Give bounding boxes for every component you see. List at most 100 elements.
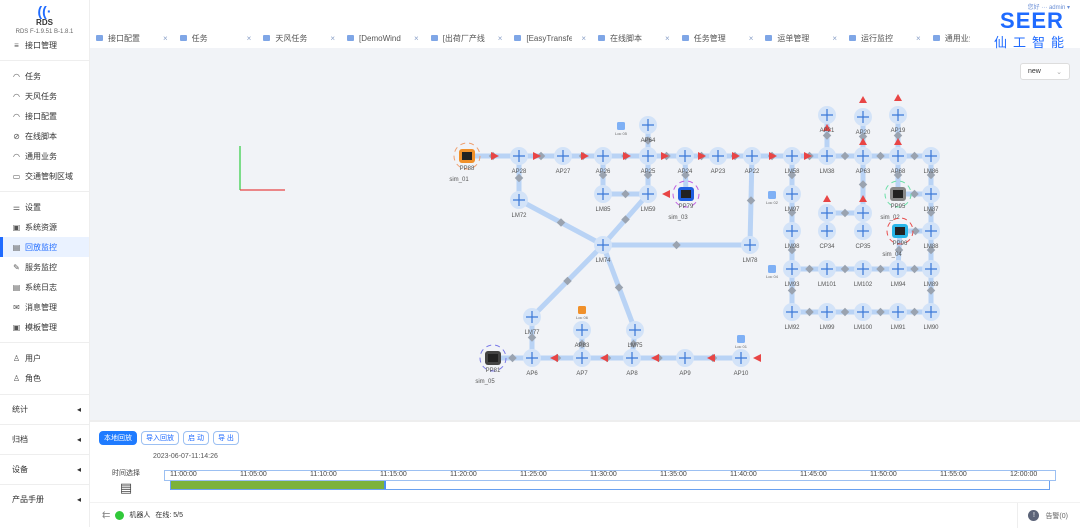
map-point[interactable]: LM93 — [783, 260, 801, 288]
robot[interactable]: PP95 sim_02 — [880, 180, 912, 221]
playback-button[interactable]: 本地回放 — [99, 431, 137, 445]
map-point[interactable]: CP35 — [854, 222, 872, 250]
map-point[interactable]: LM78 — [741, 236, 759, 264]
map-point[interactable]: AP64 — [639, 116, 657, 144]
playback-button[interactable]: 启 动 — [183, 431, 209, 445]
sidebar-item[interactable]: ◠ 通用业务 — [0, 146, 89, 166]
map-point[interactable]: CP34 — [818, 222, 836, 250]
map-point[interactable]: LM98 — [783, 222, 801, 250]
map-point[interactable]: AP83 — [573, 321, 591, 349]
map-point[interactable]: LM74 — [594, 236, 612, 264]
map-point[interactable]: LM94 — [889, 260, 907, 288]
tab[interactable]: 任务管理 × — [676, 28, 760, 48]
map-point[interactable]: LM88 — [922, 222, 940, 250]
location-icon[interactable] — [768, 265, 776, 273]
collapse-icon[interactable]: ⇇ — [102, 509, 111, 521]
close-icon[interactable]: × — [414, 33, 419, 43]
sidebar-item[interactable]: ⚌ 设置 — [0, 197, 89, 217]
close-icon[interactable]: × — [748, 33, 754, 43]
sidebar-group[interactable]: 设备 ◂ — [0, 454, 89, 484]
tab[interactable]: 在线脚本 × — [592, 28, 676, 48]
sidebar-item[interactable]: ◠ 任务 — [0, 66, 89, 86]
map-point[interactable]: AP22 — [743, 147, 761, 175]
map-point[interactable]: LM59 — [639, 185, 657, 213]
map-point[interactable]: AP8 — [623, 349, 641, 377]
map-point[interactable]: LM77 — [523, 308, 541, 336]
map-point[interactable]: LM101 — [818, 260, 837, 288]
map-point[interactable]: LM72 — [510, 191, 528, 219]
sidebar-item[interactable]: ▤ 回放监控 — [0, 237, 89, 257]
map-point[interactable]: AP27 — [554, 147, 572, 175]
timeline[interactable]: 11:00:00 11:05:00 11:10:00 11:15:00 11:20:00… — [164, 470, 1056, 492]
map-point[interactable]: LM86 — [922, 147, 940, 175]
close-icon[interactable]: × — [581, 33, 587, 43]
map-point[interactable]: LM92 — [783, 303, 801, 331]
sidebar-item[interactable]: ▤ 系统日志 — [0, 277, 89, 297]
map-point[interactable]: AP25 — [639, 147, 657, 175]
map-point[interactable]: LM89 — [922, 260, 940, 288]
sidebar-item[interactable]: ▣ 模板管理 — [0, 317, 89, 337]
map-point[interactable]: AP68 — [889, 147, 907, 175]
sidebar-item[interactable]: ♙ 用户 — [0, 348, 89, 368]
map-point[interactable]: AP63 — [854, 147, 872, 175]
scene-select[interactable]: new ⌄ — [1020, 63, 1070, 80]
tab[interactable]: 天风任务 × — [257, 28, 341, 48]
map-point[interactable]: LM91 — [889, 303, 907, 331]
close-icon[interactable]: × — [832, 33, 838, 43]
close-icon[interactable]: × — [916, 33, 921, 43]
map-point[interactable]: LM99 — [818, 303, 836, 331]
map-point[interactable]: LM87 — [922, 185, 940, 213]
map-point[interactable]: LM90 — [922, 303, 940, 331]
map-point[interactable]: AP19 — [889, 106, 907, 134]
playback-button[interactable]: 导 出 — [212, 431, 239, 445]
map-point[interactable]: LM102 — [854, 260, 873, 288]
map-point[interactable]: LM100 — [854, 303, 873, 331]
tab[interactable]: [DemoWind × — [341, 28, 425, 48]
timeline-track[interactable] — [170, 480, 1050, 490]
sidebar-item-api[interactable]: ≡ 接口管理 — [0, 35, 89, 55]
sidebar-item[interactable]: ▣ 系统资源 — [0, 217, 89, 237]
location-icon[interactable] — [768, 191, 776, 199]
location-icon[interactable] — [578, 306, 586, 314]
tab[interactable]: 通用业务× — [927, 28, 970, 48]
time-select[interactable]: 时间选择 ▤ — [112, 468, 140, 496]
playback-button[interactable]: 导入回放 — [141, 431, 179, 445]
map-point[interactable]: AP23 — [709, 147, 727, 175]
sidebar-item[interactable]: ◠ 接口配置 — [0, 106, 89, 126]
map-point[interactable]: LM97 — [783, 185, 801, 213]
map-point[interactable]: AP26 — [594, 147, 612, 175]
map-svg[interactable]: AP28 AP27 AP26 AP25 AP24 AP23 AP22 LM58 LM38 AP63… — [90, 48, 1080, 420]
tab[interactable]: 任务 × — [174, 28, 258, 48]
sidebar-group[interactable]: 产品手册 ◂ — [0, 484, 89, 514]
map-point[interactable]: AP6 — [523, 349, 541, 377]
tab[interactable]: 运行监控 × — [843, 28, 927, 48]
calendar-icon[interactable]: ▤ — [119, 480, 133, 495]
map-point[interactable]: LM75 — [626, 321, 644, 349]
location-icon[interactable] — [737, 335, 745, 343]
map-point[interactable]: LM85 — [594, 185, 612, 213]
map-point[interactable]: AP20 — [854, 108, 872, 136]
map-canvas[interactable]: AP28 AP27 AP26 AP25 AP24 AP23 AP22 LM58 LM38 AP63… — [90, 48, 1080, 420]
robot[interactable]: PP81 sim_05 — [475, 344, 507, 385]
map-point[interactable]: AP21 — [818, 106, 836, 134]
close-icon[interactable]: × — [497, 33, 503, 43]
user-menu[interactable]: 您好 ··· admin ▾ — [1027, 5, 1070, 11]
sidebar-item[interactable]: ✉ 消息管理 — [0, 297, 89, 317]
sidebar-item[interactable]: ♙ 角色 — [0, 368, 89, 388]
close-icon[interactable]: × — [163, 33, 168, 43]
map-point[interactable]: LM38 — [818, 147, 836, 175]
sidebar-item[interactable]: ▭ 交通管制区域 — [0, 166, 89, 186]
tab[interactable]: [出荷厂产线 × — [425, 28, 509, 48]
map-point[interactable]: AP28 — [510, 147, 528, 175]
close-icon[interactable]: × — [665, 33, 670, 43]
tab[interactable]: [EasyTransfer × — [508, 28, 592, 48]
alarm-button[interactable]: ! 告警(0) — [1017, 503, 1068, 528]
tab[interactable]: 接口配置 × — [90, 28, 174, 48]
sidebar-group[interactable]: 统计 ◂ — [0, 394, 89, 424]
robot[interactable]: PP88 sim_01 — [449, 142, 481, 183]
robot[interactable]: PP79 sim_03 — [668, 180, 700, 221]
close-icon[interactable]: × — [246, 33, 252, 43]
sidebar-item[interactable]: ◠ 天风任务 — [0, 86, 89, 106]
sidebar-item[interactable]: ✎ 服务监控 — [0, 257, 89, 277]
location-icon[interactable] — [617, 122, 625, 130]
